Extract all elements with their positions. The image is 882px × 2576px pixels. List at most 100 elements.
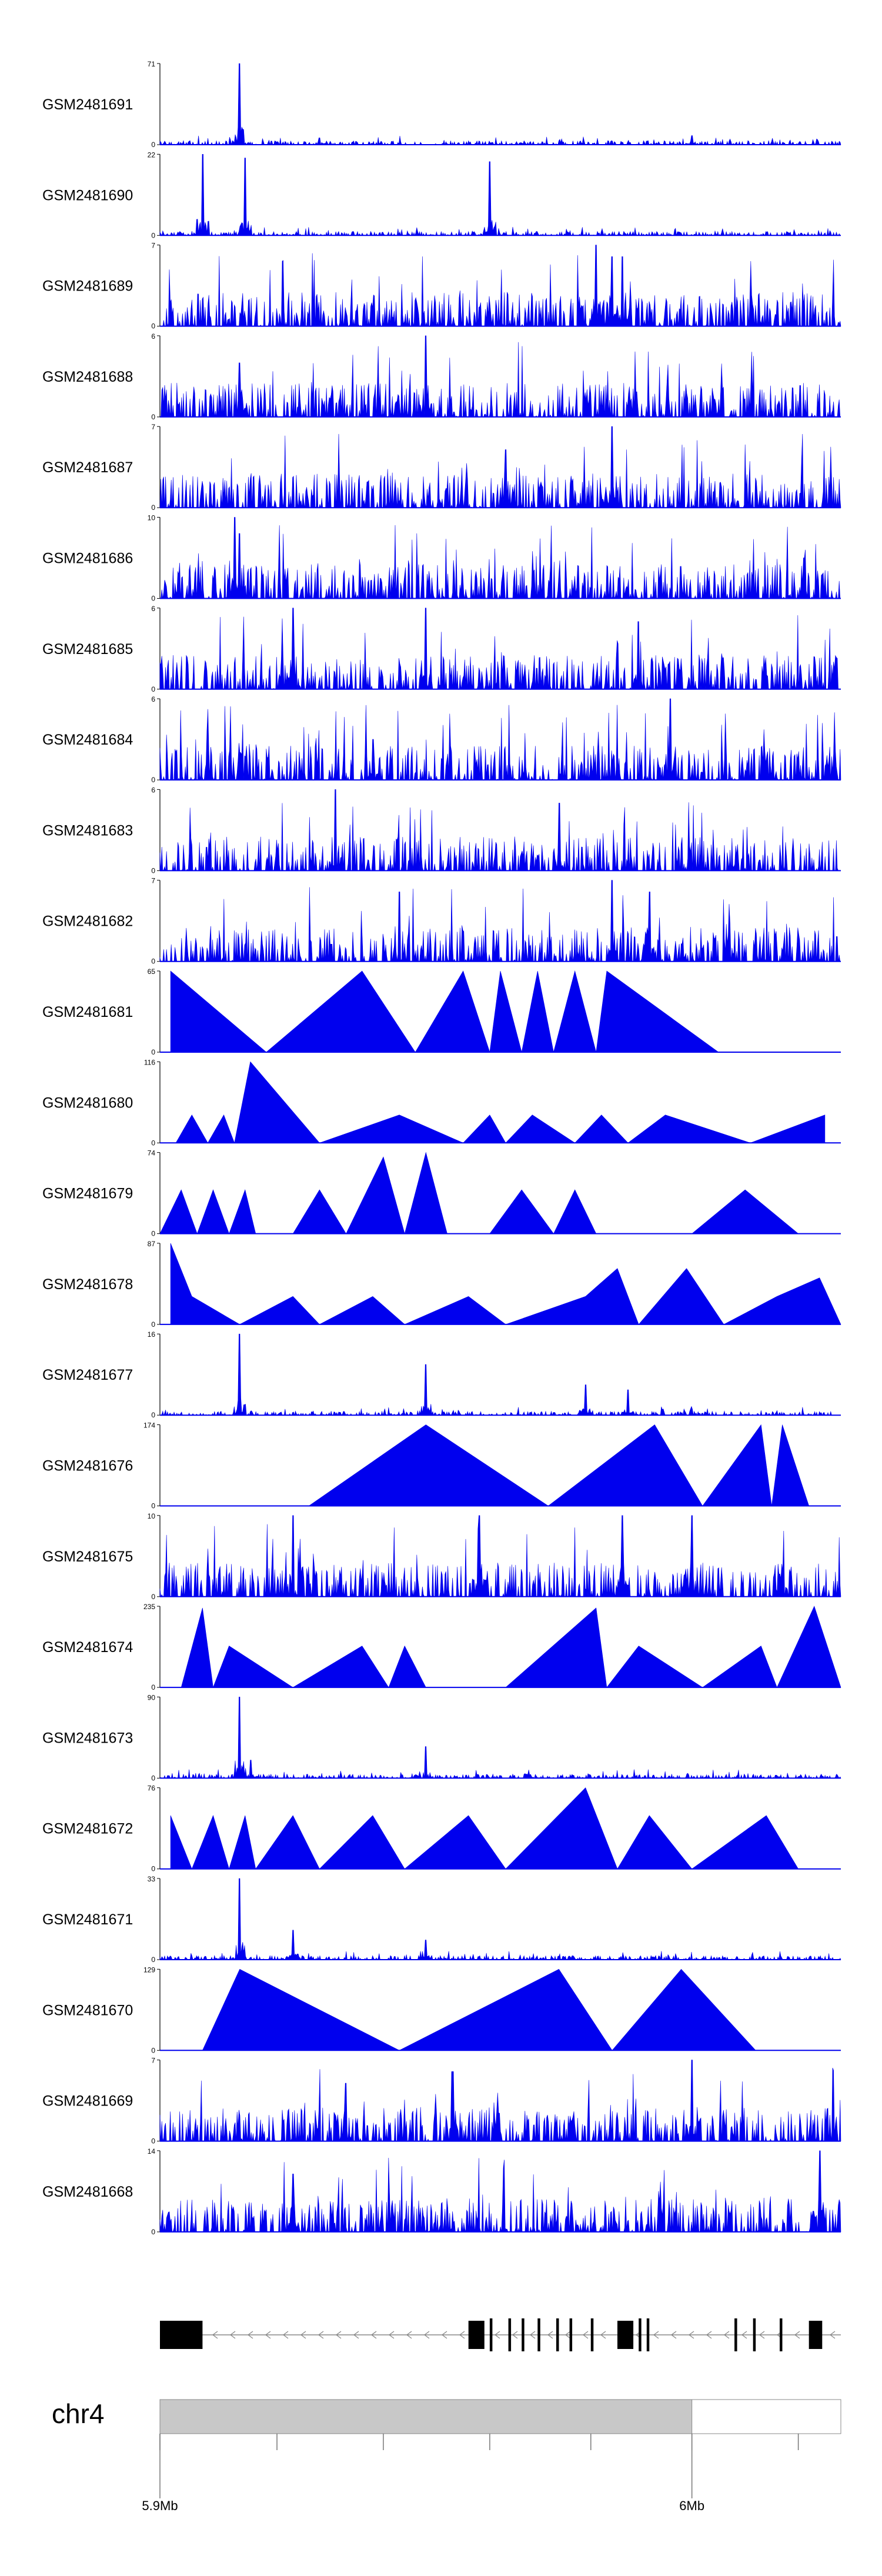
strand-arrow	[494, 2331, 500, 2339]
exon	[468, 2321, 485, 2349]
signal-area	[308, 1424, 810, 1507]
y-max-label: 87	[148, 1240, 156, 1248]
track-GSM2481691: GSM2481691 71 0	[42, 60, 841, 149]
y-max-label: 116	[144, 1058, 155, 1066]
y-max-label: 6	[151, 605, 155, 613]
strand-arrow	[247, 2331, 253, 2339]
strand-arrow	[759, 2331, 765, 2339]
strand-arrow	[564, 2331, 571, 2339]
signal-area	[160, 517, 841, 599]
strand-arrow	[794, 2331, 800, 2339]
y-zero-label: 0	[151, 2228, 155, 2236]
track-label: GSM2481678	[42, 1276, 133, 1293]
exon	[160, 2321, 203, 2349]
ideogram-shaded-region	[159, 2399, 693, 2434]
signal-area	[202, 1968, 756, 2051]
exon	[808, 2321, 823, 2349]
track-label: GSM2481683	[42, 822, 133, 839]
signal-area	[159, 608, 841, 690]
exon	[646, 2318, 650, 2351]
y-max-label: 16	[148, 1330, 156, 1339]
signal-area	[159, 1515, 841, 1597]
track-label: GSM2481682	[42, 913, 133, 930]
strand-arrow	[282, 2331, 289, 2339]
track-label: GSM2481690	[42, 187, 133, 203]
y-zero-label: 0	[151, 322, 155, 331]
y-zero-label: 0	[151, 1593, 155, 1601]
signal-area	[159, 1333, 841, 1416]
track-GSM2481669: GSM2481669 7 0	[42, 2057, 841, 2145]
exon	[556, 2318, 559, 2351]
track-GSM2481684: GSM2481684 6 0	[42, 695, 841, 784]
strand-arrow	[212, 2331, 218, 2339]
y-zero-label: 0	[151, 1502, 155, 1510]
track-GSM2481688: GSM2481688 6 0	[42, 332, 841, 421]
track-GSM2481676: GSM2481676 174 0	[42, 1422, 841, 1510]
track-GSM2481679: GSM2481679 74 0	[42, 1149, 841, 1238]
signal-area	[159, 1878, 841, 1961]
track-GSM2481672: GSM2481672 76 0	[42, 1784, 841, 1873]
track-GSM2481690: GSM2481690 22 0	[42, 151, 841, 239]
track-label: GSM2481668	[42, 2184, 133, 2200]
chromosome-label: chr4	[52, 2398, 104, 2429]
track-label: GSM2481675	[42, 1549, 133, 1565]
track-label: GSM2481691	[42, 96, 133, 113]
strand-arrow	[670, 2331, 677, 2339]
signal-area	[159, 880, 841, 962]
track-label: GSM2481684	[42, 732, 133, 748]
signal-area	[170, 970, 719, 1053]
track-GSM2481686: GSM2481686 10 0	[42, 514, 841, 603]
signal-area	[160, 245, 841, 327]
y-max-label: 174	[143, 1422, 155, 1430]
strand-arrow	[300, 2331, 306, 2339]
track-label: GSM2481673	[42, 1730, 133, 1746]
y-max-label: 74	[148, 1149, 156, 1157]
y-max-label: 7	[151, 877, 155, 885]
axis-tick-label: 6Mb	[679, 2498, 704, 2513]
y-max-label: 65	[148, 967, 156, 976]
strand-arrow	[741, 2331, 747, 2339]
track-GSM2481680: GSM2481680 116 0	[42, 1058, 841, 1147]
y-max-label: 7	[151, 423, 155, 431]
track-GSM2481675: GSM2481675 10 0	[42, 1512, 841, 1601]
exon	[780, 2318, 783, 2351]
y-zero-label: 0	[151, 1683, 155, 1691]
strand-arrow	[265, 2331, 271, 2339]
track-label: GSM2481669	[42, 2093, 133, 2110]
strand-arrow	[318, 2331, 324, 2339]
signal-area	[159, 698, 841, 781]
signal-area	[159, 2150, 841, 2233]
y-zero-label: 0	[151, 231, 155, 239]
strand-arrow	[582, 2331, 589, 2339]
track-label: GSM2481671	[42, 1911, 133, 1928]
track-GSM2481678: GSM2481678 87 0	[42, 1240, 841, 1329]
track-label: GSM2481685	[42, 641, 133, 658]
y-max-label: 10	[148, 1512, 156, 1520]
y-zero-label: 0	[151, 2046, 155, 2054]
strand-arrow	[547, 2331, 553, 2339]
y-max-label: 71	[148, 60, 156, 68]
track-GSM2481689: GSM2481689 7 0	[42, 242, 841, 331]
track-GSM2481674: GSM2481674 235 0	[42, 1603, 841, 1691]
track-GSM2481673: GSM2481673 90 0	[42, 1693, 841, 1782]
strand-arrow	[459, 2331, 465, 2339]
strand-arrow	[353, 2331, 359, 2339]
y-zero-label: 0	[151, 1048, 155, 1056]
signal-area	[170, 1243, 841, 1325]
exon	[489, 2318, 493, 2351]
y-max-label: 10	[148, 514, 156, 522]
y-zero-label: 0	[151, 595, 155, 603]
track-label: GSM2481686	[42, 550, 133, 567]
track-GSM2481687: GSM2481687 7 0	[42, 423, 841, 512]
y-max-label: 6	[151, 332, 155, 341]
strand-arrow	[529, 2331, 536, 2339]
signal-area	[160, 335, 841, 418]
track-label: GSM2481670	[42, 2002, 133, 2018]
track-GSM2481677: GSM2481677 16 0	[42, 1330, 841, 1419]
strand-arrow	[423, 2331, 430, 2339]
strand-arrow	[406, 2331, 412, 2339]
y-zero-label: 0	[151, 957, 155, 966]
axis-tick-label: 5.9Mb	[142, 2498, 178, 2513]
y-zero-label: 0	[151, 1139, 155, 1147]
y-max-label: 90	[148, 1693, 156, 1701]
